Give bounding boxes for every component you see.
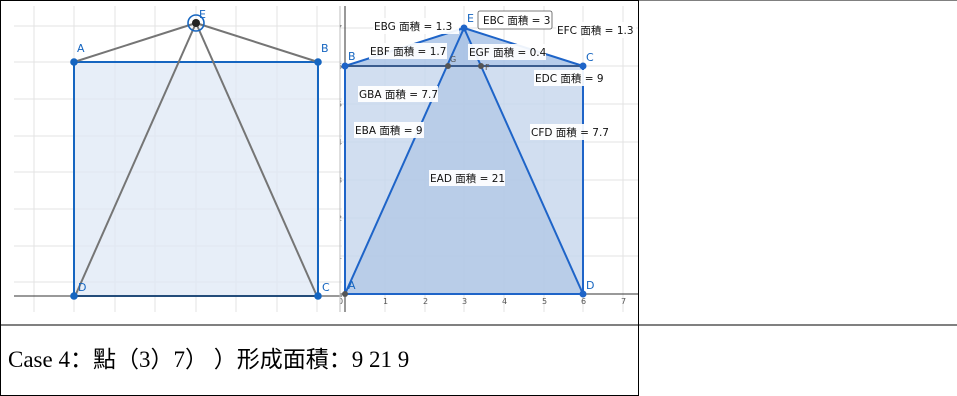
x-tick-1: 1 [383,297,388,306]
left-square-abcd [73,61,319,297]
area-label-ebf: EBF 面積 = 1.7 [370,45,446,58]
left-point-a[interactable] [70,58,78,66]
y-tick-1: 1 [337,252,342,261]
area-label-eba: EBA 面積 = 9 [355,124,423,137]
x-tick-0: 0 [338,297,343,306]
x-tick-3: 3 [462,297,467,306]
right-point-d[interactable] [579,290,587,298]
y-tick-5: 5 [337,100,342,109]
left-label-e: E [199,8,206,21]
left-point-e[interactable] [192,19,200,27]
x-tick-5: 5 [542,297,547,306]
y-tick-6: 6 [337,62,342,71]
area-label-egf: EGF 面積 = 0.4 [469,46,547,59]
right-point-a[interactable] [342,291,348,297]
right-point-b[interactable] [341,62,349,70]
area-label-ebc: EBC 面積 = 3 [483,14,550,27]
left-label-c: C [322,281,330,294]
left-segments [73,22,319,295]
left-label-a: A [77,42,85,55]
y-tick-3: 3 [337,176,342,185]
case-caption: Case 4：點（3）7） ）形成面積：9 21 9 [8,347,410,372]
right-label-b: B [348,50,356,63]
area-label-cfd: CFD 面積 = 7.7 [531,126,609,139]
y-tick-2: 2 [337,214,342,223]
left-point-b[interactable] [314,58,322,66]
region-ead [345,28,583,294]
y-tick-7: 7 [337,24,342,33]
y-tick-labels: 1 2 3 4 5 6 7 [337,24,342,261]
area-label-efc: EFC 面積 = 1.3 [557,24,634,37]
left-label-b: B [321,42,329,55]
x-tick-2: 2 [423,297,428,306]
right-label-a: A [348,279,356,292]
left-label-d: D [78,281,86,294]
x-tick-7: 7 [621,297,626,306]
right-label-e: E [467,12,474,25]
left-geogebra-panel: A B C D E [14,6,342,312]
right-label-f: F [485,63,490,72]
right-label-d: D [586,279,594,292]
left-point-d[interactable] [70,292,78,300]
right-label-c: C [586,51,594,64]
right-point-e[interactable] [460,24,468,32]
left-point-e-halo [187,14,205,32]
x-tick-6: 6 [581,297,586,306]
area-label-ebg: EBG 面積 = 1.3 [374,20,452,33]
area-label-ead: EAD 面積 = 21 [430,172,505,185]
right-point-g[interactable] [445,63,451,69]
y-tick-4: 4 [337,138,342,147]
right-point-c[interactable] [579,62,587,70]
left-point-c[interactable] [314,292,322,300]
area-label-gba: GBA 面積 = 7.7 [359,88,438,101]
right-point-f[interactable] [478,63,484,69]
right-geogebra-panel: 0 1 2 3 4 5 6 7 1 2 3 4 5 6 7 A B C D E [337,6,638,312]
x-tick-4: 4 [502,297,507,306]
area-labels: EBG 面積 = 1.3 EBC 面積 = 3 EFC 面積 = 1.3 EBF… [354,10,636,186]
x-tick-labels: 0 1 2 3 4 5 6 7 [338,297,626,306]
right-label-g: G [450,55,456,64]
area-label-edc: EDC 面積 = 9 [535,72,604,85]
